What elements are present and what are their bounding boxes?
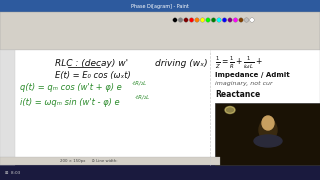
Circle shape <box>211 18 216 22</box>
Text: Reactance: Reactance <box>215 89 260 98</box>
Text: driving (wₓ): driving (wₓ) <box>155 58 208 68</box>
Text: 200 × 150px     ⊙ Line width:: 200 × 150px ⊙ Line width: <box>60 159 117 163</box>
Circle shape <box>178 18 183 22</box>
Text: -tR/₂L: -tR/₂L <box>135 94 150 100</box>
Text: Impedance / Admit: Impedance / Admit <box>215 72 290 78</box>
FancyBboxPatch shape <box>0 157 220 165</box>
Circle shape <box>184 18 188 22</box>
Circle shape <box>217 18 221 22</box>
FancyBboxPatch shape <box>0 12 320 50</box>
FancyBboxPatch shape <box>0 50 15 165</box>
Ellipse shape <box>254 135 282 147</box>
Text: q(t) = qₘ cos (w't + φ) e: q(t) = qₘ cos (w't + φ) e <box>20 82 122 91</box>
Ellipse shape <box>225 107 235 114</box>
Text: i(t) = ωqₘ sin (w't - φ) e: i(t) = ωqₘ sin (w't - φ) e <box>20 98 120 107</box>
Text: E(t) = E₀ cos (ωₓt): E(t) = E₀ cos (ωₓt) <box>55 71 131 80</box>
Circle shape <box>222 18 227 22</box>
Text: imaginary, not cur: imaginary, not cur <box>215 80 273 86</box>
Circle shape <box>173 18 177 22</box>
Ellipse shape <box>259 119 277 141</box>
FancyBboxPatch shape <box>0 50 320 165</box>
Ellipse shape <box>262 116 274 130</box>
FancyBboxPatch shape <box>0 0 320 12</box>
Circle shape <box>200 18 205 22</box>
Circle shape <box>233 18 238 22</box>
Text: -tR/₂L: -tR/₂L <box>132 80 147 86</box>
Circle shape <box>206 18 210 22</box>
Text: Phase Di[agram] - Paint: Phase Di[agram] - Paint <box>131 3 189 8</box>
Text: RLC : (decay) w': RLC : (decay) w' <box>55 58 128 68</box>
Circle shape <box>228 18 232 22</box>
Circle shape <box>239 18 243 22</box>
Text: ⊞  8:03: ⊞ 8:03 <box>5 170 20 174</box>
FancyBboxPatch shape <box>215 103 320 165</box>
Text: $\frac{1}{Z} = \frac{1}{R} + \frac{1}{i\omega L}$ +: $\frac{1}{Z} = \frac{1}{R} + \frac{1}{i\… <box>215 55 263 71</box>
Circle shape <box>195 18 199 22</box>
Circle shape <box>250 18 254 22</box>
Circle shape <box>189 18 194 22</box>
Circle shape <box>244 18 249 22</box>
FancyBboxPatch shape <box>0 165 320 180</box>
